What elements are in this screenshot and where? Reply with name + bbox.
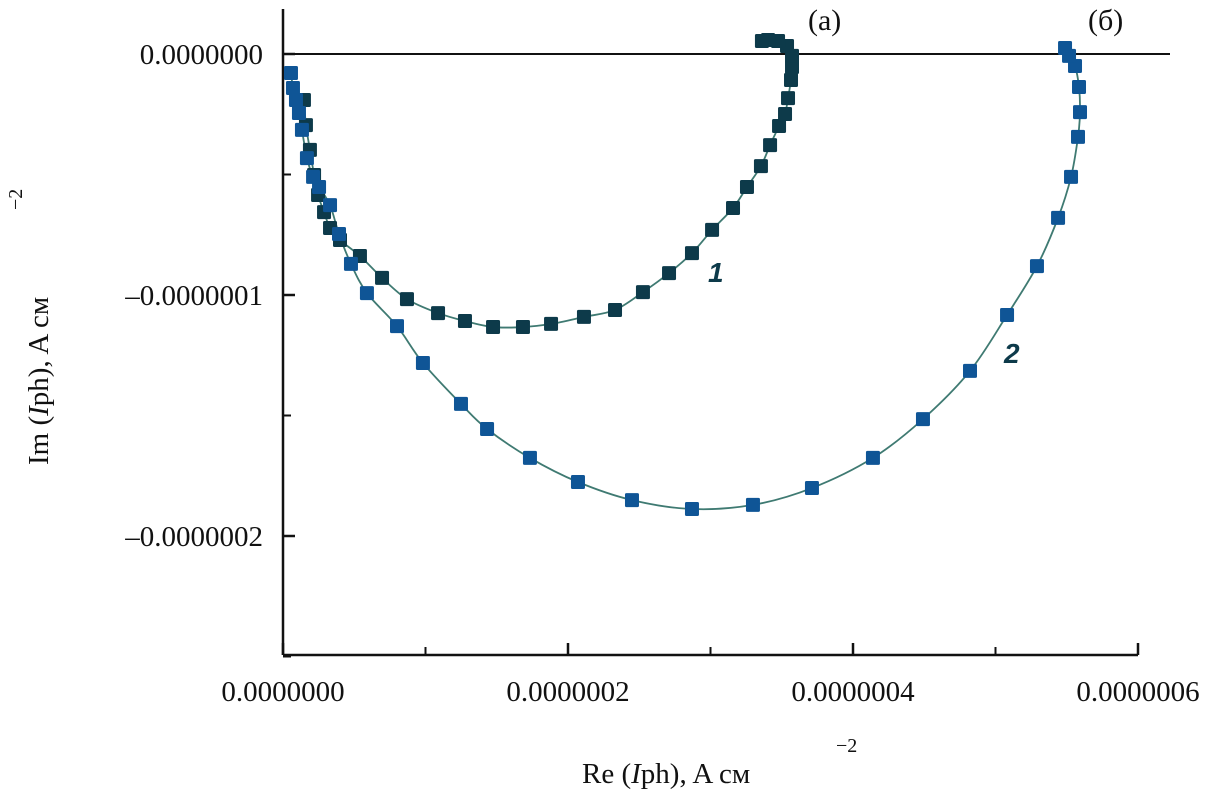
series-1-point [778, 107, 793, 122]
series-1-point [431, 306, 446, 321]
series-1-point [705, 222, 720, 237]
series-2-point [323, 198, 338, 213]
series-2-point [312, 180, 327, 195]
series-2-point [1058, 40, 1073, 55]
series-1-point [684, 246, 699, 261]
series-2-point [1071, 129, 1086, 144]
series-2-point [299, 151, 314, 166]
series-2-point [804, 481, 819, 496]
series-2-point [332, 227, 347, 242]
series-1-point [486, 320, 501, 335]
series-2-point [522, 450, 537, 465]
series-2-point [915, 412, 930, 427]
curve-label-1: 1 [708, 257, 724, 288]
series-lines [290, 39, 1081, 511]
series-2-point [962, 363, 977, 378]
series-2-point [1073, 105, 1088, 120]
series-1-point [457, 314, 472, 329]
y-axis-label: Im (Iph), A см [23, 297, 55, 465]
x-tick-label: 0.0000006 [1076, 676, 1199, 708]
series-1-point [662, 266, 677, 281]
series-1-point [515, 320, 530, 335]
series-2-point [285, 80, 300, 95]
series-1-point [544, 316, 559, 331]
axes: 0.0000000 0.0000002 0.0000004 0.0000006 0.00… [124, 9, 1200, 708]
series-2-point [1000, 308, 1015, 323]
series-2-point [745, 497, 760, 512]
series-1-point [608, 302, 623, 317]
series-2-point [390, 319, 404, 334]
series-2-point [359, 286, 374, 301]
series-2-point [283, 66, 298, 81]
series-2-point [294, 122, 309, 137]
series-1-point [375, 270, 390, 285]
x-tick-label: 0.0000000 [221, 676, 344, 708]
series-2-point [415, 355, 430, 370]
series-1-point [763, 138, 778, 153]
series-2-point [1072, 80, 1087, 95]
x-tick-label: 0.0000004 [791, 676, 915, 708]
series-2-point [480, 421, 495, 436]
series-markers [283, 33, 1088, 517]
series-1-point [785, 60, 800, 75]
series-1-point [739, 180, 754, 195]
y-tick-label: –0.0000001 [124, 280, 263, 312]
series-1-point [576, 309, 591, 324]
series-2-point [624, 493, 639, 508]
x-tick-label: 0.0000002 [506, 676, 629, 708]
curve-label-2: 2 [1003, 338, 1020, 369]
series-2-point [865, 450, 880, 465]
series-1-point [784, 73, 799, 88]
x-axis-label: Re (Iph), A см [582, 758, 750, 790]
series-1-point [635, 285, 650, 300]
x-axis-label-exponent: −2 [836, 735, 857, 757]
y-tick-label: –0.0000002 [124, 521, 263, 553]
series-2-point [288, 93, 303, 108]
series-1-point [772, 119, 787, 134]
series-2-point [1064, 169, 1079, 184]
series-2-line [290, 47, 1081, 511]
series-1-point [753, 159, 768, 174]
series-2-point [570, 475, 585, 490]
series-2-point [1051, 210, 1066, 225]
series-2-point [343, 256, 358, 271]
series-2-point [1029, 259, 1044, 274]
series-2-point [291, 106, 306, 121]
series-1-point [754, 33, 769, 48]
series-1-point [781, 91, 796, 106]
panel-label-b: (б) [1088, 4, 1123, 37]
y-axis-label-exponent: −2 [5, 189, 27, 210]
series-1-point [399, 292, 414, 307]
y-tick-label: 0.0000000 [140, 39, 263, 71]
series-1-point [726, 200, 741, 215]
series-2-point [453, 396, 468, 411]
series-2-point [684, 502, 699, 517]
panel-label-a: (a) [808, 4, 841, 37]
